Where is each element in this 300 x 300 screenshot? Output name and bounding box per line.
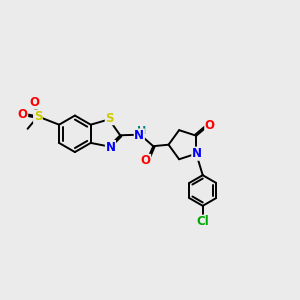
Text: N: N bbox=[106, 141, 116, 154]
Text: N: N bbox=[192, 147, 202, 160]
Text: O: O bbox=[141, 154, 151, 167]
Text: O: O bbox=[29, 95, 39, 109]
Text: S: S bbox=[105, 112, 114, 125]
Text: H: H bbox=[137, 126, 146, 136]
Text: N: N bbox=[134, 129, 144, 142]
Text: O: O bbox=[18, 108, 28, 121]
Text: Cl: Cl bbox=[196, 215, 209, 228]
Text: O: O bbox=[205, 118, 215, 132]
Text: S: S bbox=[34, 110, 42, 123]
